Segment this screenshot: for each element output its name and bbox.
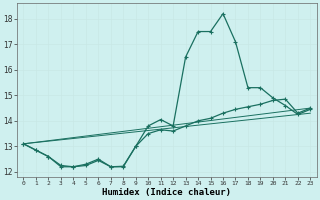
X-axis label: Humidex (Indice chaleur): Humidex (Indice chaleur) (102, 188, 231, 197)
